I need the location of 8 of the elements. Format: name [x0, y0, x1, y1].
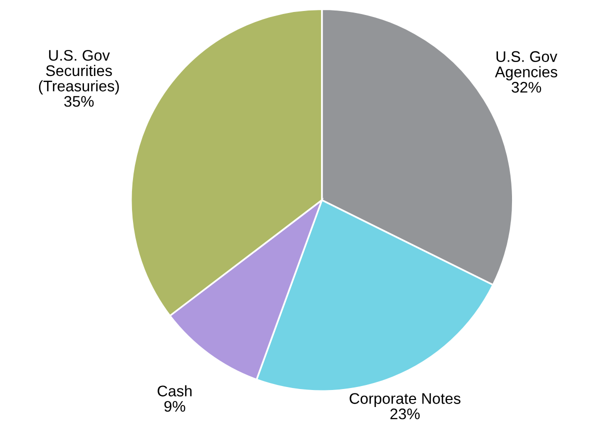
data-label: 9% [164, 400, 186, 412]
slice-label: U.S. Gov Agencies [494, 51, 558, 80]
data-label: 35% [64, 96, 94, 107]
slice-label: Cash [158, 385, 192, 396]
data-label: 23% [390, 408, 420, 420]
data-label: 32% [512, 82, 542, 93]
slice-label: Corporate Notes [350, 393, 460, 407]
slice-label: U.S. Gov Securities (Treasuries) [38, 50, 119, 94]
